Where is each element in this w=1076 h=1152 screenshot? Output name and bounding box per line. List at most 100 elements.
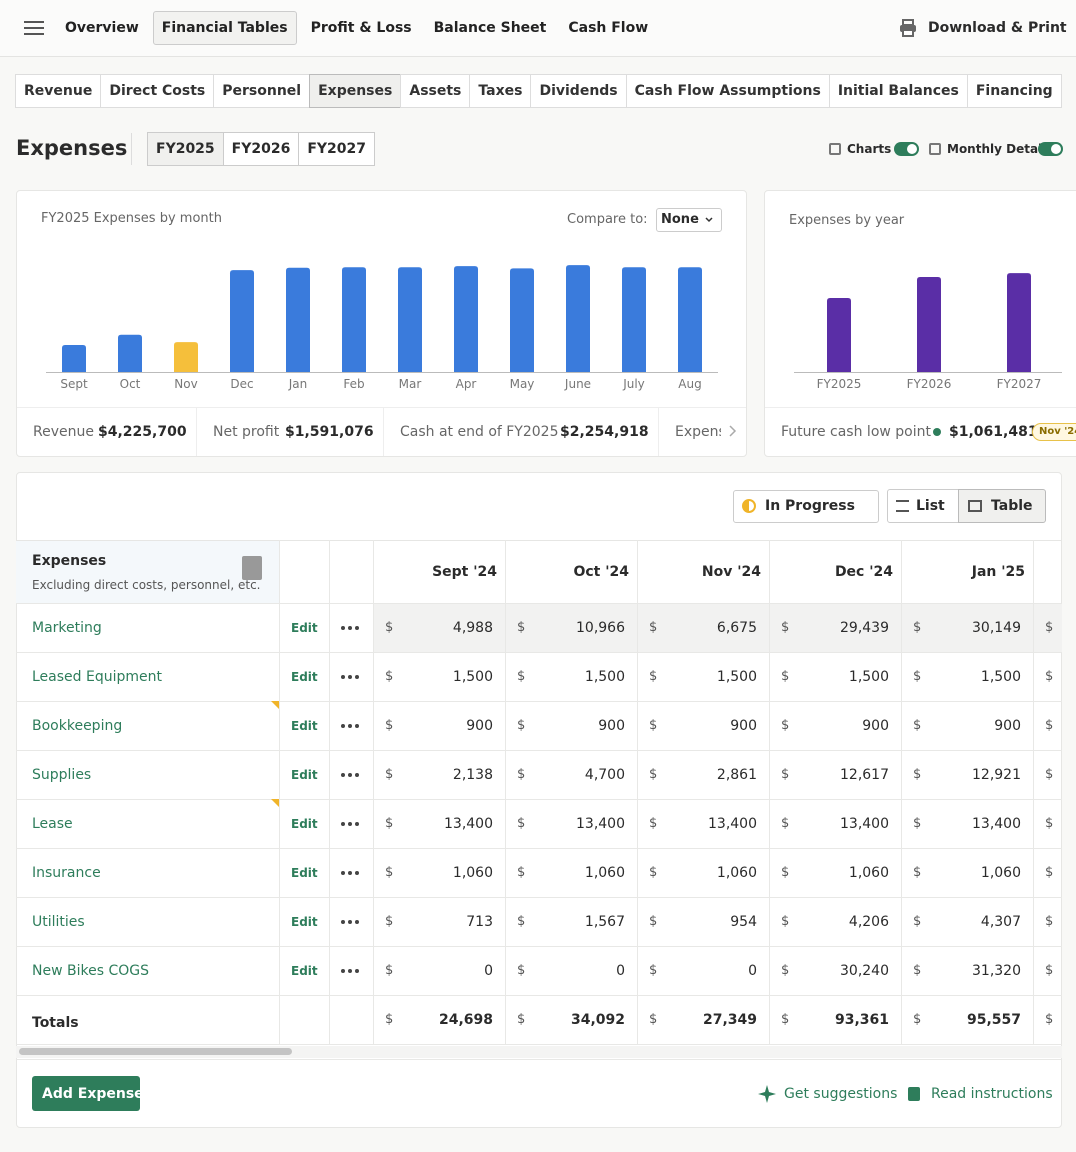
- dot[interactable]: [355, 969, 359, 973]
- year-tab[interactable]: FY2025: [147, 132, 224, 166]
- menu-icon[interactable]: [24, 20, 44, 36]
- tab-group: Revenue Direct Costs Personnel Expenses Asse…: [15, 74, 1062, 108]
- dot[interactable]: [341, 675, 345, 679]
- currency: $: [781, 1012, 790, 1027]
- table-title: Expenses: [32, 553, 107, 569]
- x-tick-label: Mar: [399, 377, 422, 391]
- dot[interactable]: [348, 724, 352, 728]
- year-tab[interactable]: FY2026: [222, 132, 300, 166]
- bar: [118, 334, 142, 372]
- tab[interactable]: Direct Costs: [100, 74, 215, 108]
- scrollbar[interactable]: [19, 1048, 292, 1055]
- tab[interactable]: Initial Balances: [828, 74, 968, 108]
- dot[interactable]: [348, 969, 352, 973]
- row-name[interactable]: Insurance: [32, 865, 101, 881]
- dot[interactable]: [341, 724, 345, 728]
- bar: [678, 267, 702, 372]
- dot[interactable]: [341, 871, 345, 875]
- row-name[interactable]: Supplies: [32, 767, 92, 783]
- add-button[interactable]: [32, 1076, 140, 1111]
- compare-value: None: [661, 212, 699, 227]
- dot[interactable]: [355, 773, 359, 777]
- tab[interactable]: Taxes: [469, 74, 532, 108]
- compare-select[interactable]: [656, 208, 722, 232]
- dot[interactable]: [348, 675, 352, 679]
- view-table[interactable]: [958, 489, 1046, 523]
- edit-link[interactable]: Edit: [291, 915, 318, 929]
- dot[interactable]: [355, 675, 359, 679]
- currency: $: [913, 914, 922, 929]
- toggle-knob: [907, 144, 917, 154]
- suggest-link[interactable]: Get suggestions: [784, 1086, 898, 1102]
- edit-link[interactable]: Edit: [291, 621, 318, 635]
- x-tick-label: FY2026: [907, 377, 952, 391]
- cell-value: 13,400: [972, 816, 1021, 832]
- edit-link[interactable]: Edit: [291, 768, 318, 782]
- status-select[interactable]: [733, 490, 879, 523]
- dot[interactable]: [348, 626, 352, 630]
- nav-item[interactable]: Financial Tables: [152, 11, 297, 45]
- dot[interactable]: [341, 969, 345, 973]
- dot[interactable]: [355, 920, 359, 924]
- nav-item[interactable]: Overview: [65, 20, 139, 36]
- cell-value: 34,092: [570, 1012, 625, 1028]
- month-header: Nov '24: [701, 564, 761, 580]
- currency: $: [913, 816, 922, 831]
- cell-value: 13,400: [576, 816, 625, 832]
- dot[interactable]: [341, 822, 345, 826]
- nav-item[interactable]: Cash Flow: [568, 20, 649, 36]
- dot[interactable]: [355, 871, 359, 875]
- download-print[interactable]: Download & Print: [928, 20, 1067, 36]
- export-icon[interactable]: [242, 556, 262, 580]
- dot[interactable]: [341, 773, 345, 777]
- currency: $: [913, 620, 922, 635]
- dot[interactable]: [348, 773, 352, 777]
- dot[interactable]: [341, 920, 345, 924]
- row-line: [16, 946, 1062, 947]
- cell-value: 1,060: [848, 865, 889, 881]
- row-name[interactable]: Lease: [32, 816, 73, 832]
- edit-link[interactable]: Edit: [291, 817, 318, 831]
- bar: [827, 298, 851, 372]
- year-tab[interactable]: FY2027: [298, 132, 376, 166]
- nav-item[interactable]: Balance Sheet: [433, 20, 547, 36]
- edit-link[interactable]: Edit: [291, 670, 318, 684]
- dot[interactable]: [341, 626, 345, 630]
- tab[interactable]: Financing: [966, 74, 1062, 108]
- edit-link[interactable]: Edit: [291, 964, 318, 978]
- dot[interactable]: [355, 724, 359, 728]
- add-label[interactable]: Add Expense: [42, 1086, 144, 1102]
- row-name[interactable]: Bookkeeping: [32, 718, 123, 734]
- tab[interactable]: Revenue: [15, 74, 102, 108]
- edit-link[interactable]: Edit: [291, 866, 318, 880]
- dot[interactable]: [348, 822, 352, 826]
- tab[interactable]: Dividends: [530, 74, 627, 108]
- row-name[interactable]: Utilities: [32, 914, 85, 930]
- instructions-link[interactable]: Read instructions: [931, 1086, 1053, 1102]
- view-list[interactable]: [887, 489, 959, 523]
- nav-item[interactable]: Profit & Loss: [310, 20, 412, 36]
- currency: $: [385, 865, 394, 880]
- status-icon: [742, 499, 756, 513]
- dot[interactable]: [348, 920, 352, 924]
- row-line: [16, 652, 1062, 653]
- month-header: Oct '24: [573, 564, 629, 580]
- currency: $: [385, 620, 394, 635]
- bar: [342, 267, 366, 372]
- row-name[interactable]: Leased Equipment: [32, 669, 162, 685]
- dot[interactable]: [355, 626, 359, 630]
- cell-value: 0: [616, 963, 625, 979]
- row-name[interactable]: Marketing: [32, 620, 102, 636]
- dot[interactable]: [348, 871, 352, 875]
- view-label: List: [916, 498, 945, 514]
- table-icon: [968, 500, 982, 512]
- tab[interactable]: Assets: [400, 74, 471, 108]
- dot[interactable]: [355, 822, 359, 826]
- row-name[interactable]: New Bikes COGS: [32, 963, 149, 979]
- edit-link[interactable]: Edit: [291, 719, 318, 733]
- currency: $: [1045, 718, 1054, 733]
- currency: $: [913, 1012, 922, 1027]
- tab[interactable]: Cash Flow Assumptions: [625, 74, 830, 108]
- tab[interactable]: Personnel: [213, 74, 311, 108]
- tab[interactable]: Expenses: [309, 74, 402, 108]
